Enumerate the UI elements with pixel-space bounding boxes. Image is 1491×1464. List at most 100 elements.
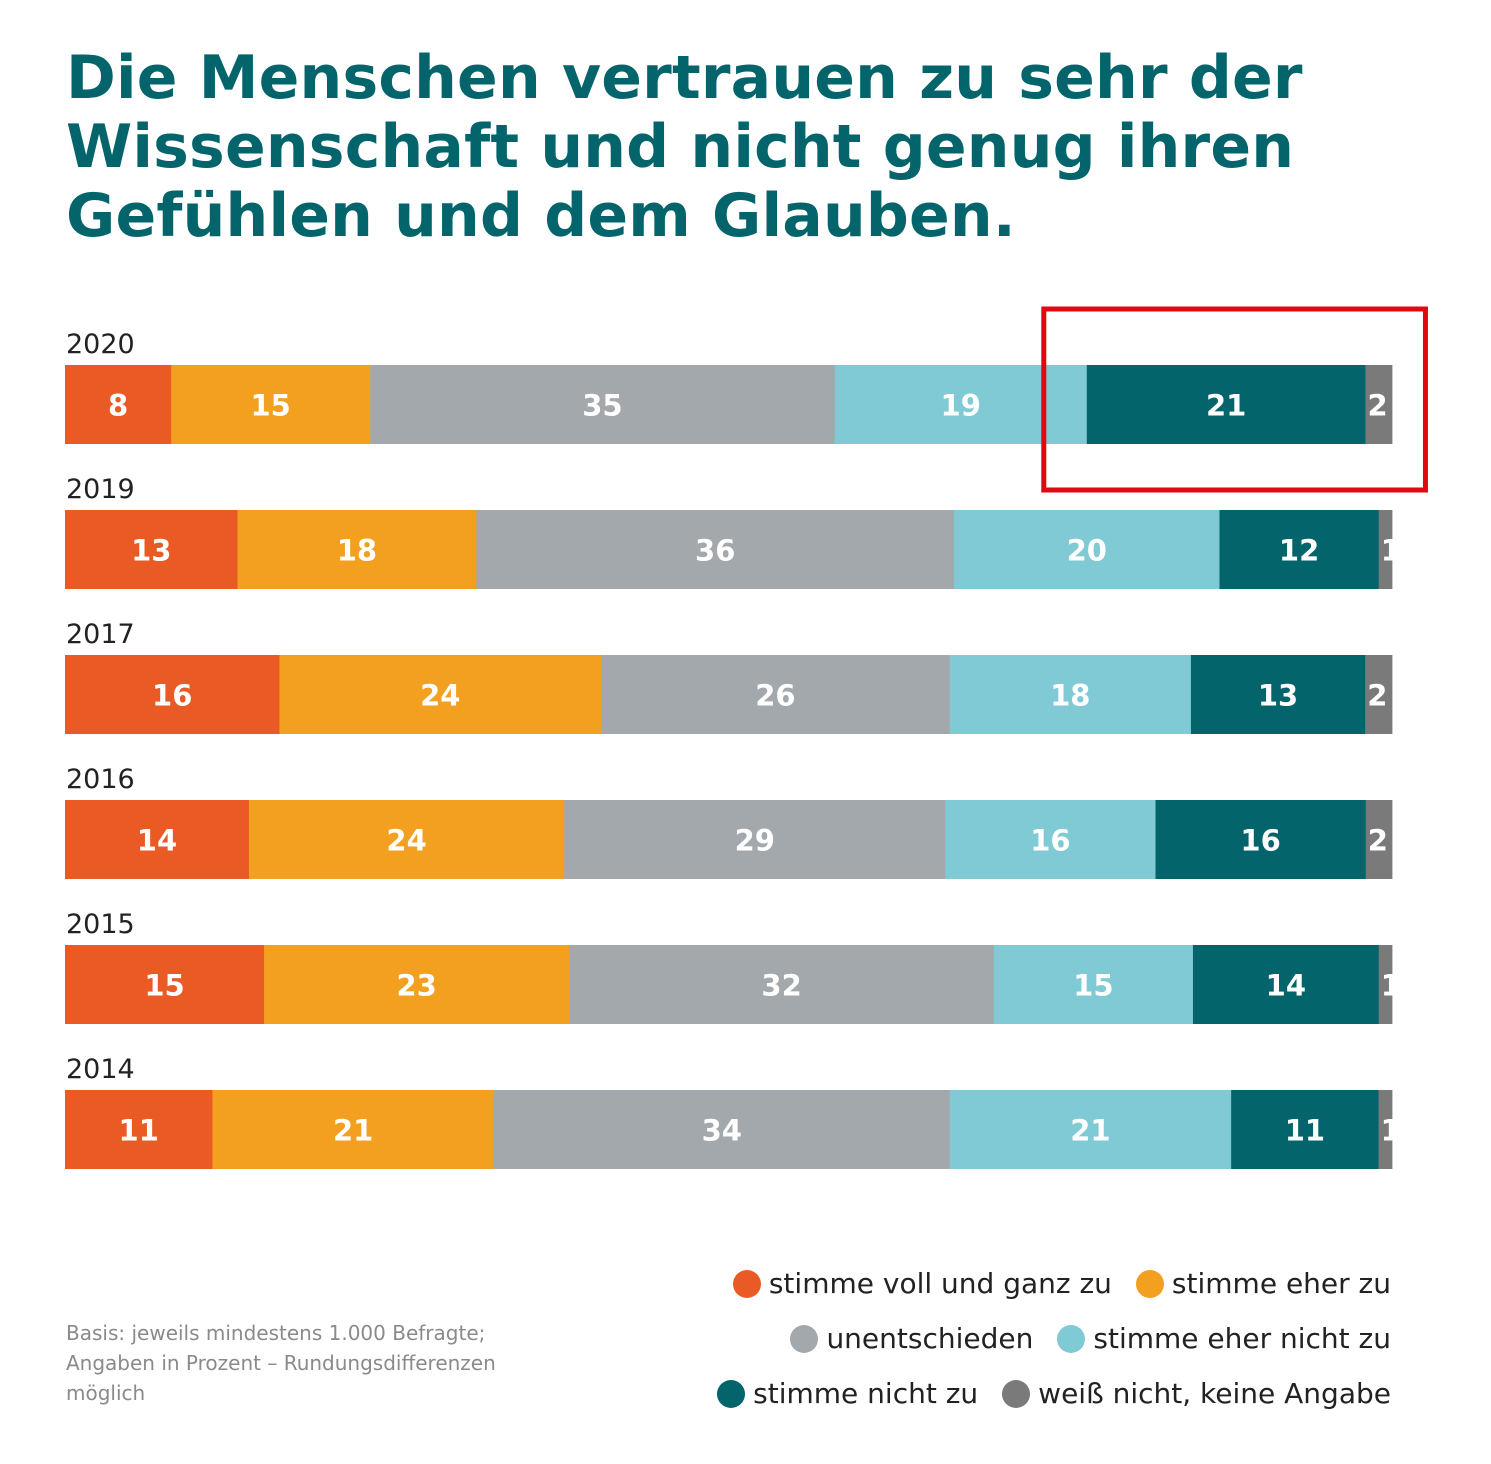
- value-label-2014-unentschieden: 34: [702, 1114, 742, 1148]
- legend-swatch-nicht: [717, 1379, 746, 1408]
- bar-2015-stimme-eher-nicht-zu: [993, 945, 1194, 1024]
- value-label-2014-stimme-eher-zu: 21: [333, 1114, 373, 1148]
- bar-2015-stimme-voll-und-ganz-zu: [65, 945, 265, 1024]
- value-label-2020-unentschieden: 35: [582, 389, 622, 423]
- highlight-box: [1041, 306, 1428, 493]
- chart-title: Die Menschen vertrauen zu sehr der Wisse…: [66, 43, 1303, 251]
- legend-item-keine-angabe: weiß nicht, keine Angabe: [1002, 1377, 1391, 1410]
- value-label-2019-stimme-voll-und-ganz-zu: 13: [131, 534, 171, 568]
- legend-swatch-eher-nicht: [1057, 1324, 1086, 1353]
- value-label-2017-stimme-nicht-zu: 13: [1258, 679, 1298, 713]
- value-label-2014-stimme-eher-nicht-zu: 21: [1070, 1114, 1110, 1148]
- legend-label-unentschieden: unentschieden: [826, 1322, 1034, 1355]
- bar-2014-stimme-eher-zu: [212, 1090, 495, 1169]
- year-label-2015: 2015: [66, 909, 135, 940]
- bar-2014-weiss-nicht-keine-angabe: [1378, 1090, 1393, 1169]
- value-label-2020-stimme-nicht-zu: 21: [1206, 389, 1246, 423]
- year-label-2017: 2017: [66, 619, 135, 650]
- title-line-1: Die Menschen vertrauen zu sehr der: [66, 43, 1303, 113]
- legend-swatch-unentschieden: [790, 1324, 819, 1353]
- value-label-2017-weiss-nicht-keine-angabe: 2: [1367, 679, 1387, 713]
- value-label-2017-stimme-voll-und-ganz-zu: 16: [152, 679, 192, 713]
- bar-2017-unentschieden: [601, 655, 951, 734]
- bar-2020-stimme-voll-und-ganz-zu: [65, 365, 172, 444]
- value-label-2015-stimme-nicht-zu: 14: [1266, 969, 1306, 1003]
- bar-2017-stimme-nicht-zu: [1190, 655, 1366, 734]
- bar-2019-stimme-nicht-zu: [1219, 510, 1380, 589]
- value-label-2020-weiss-nicht-keine-angabe: 2: [1367, 389, 1387, 423]
- title-line-2: Wissenschaft und nicht genug ihren: [66, 112, 1295, 182]
- legend-label-voll: stimme voll und ganz zu: [768, 1267, 1112, 1300]
- bar-2014-stimme-eher-nicht-zu: [949, 1090, 1232, 1169]
- legend-label-eher: stimme eher zu: [1171, 1267, 1391, 1300]
- value-label-2019-stimme-eher-nicht-zu: 20: [1067, 534, 1107, 568]
- bar-2019-stimme-voll-und-ganz-zu: [65, 510, 238, 589]
- value-label-2016-stimme-voll-und-ganz-zu: 14: [137, 824, 177, 858]
- legend-label-eher-nicht: stimme eher nicht zu: [1093, 1322, 1391, 1355]
- legend-swatch-eher: [1135, 1269, 1164, 1298]
- value-label-2020-stimme-eher-nicht-zu: 19: [941, 389, 981, 423]
- value-label-2015-unentschieden: 32: [761, 969, 801, 1003]
- year-label-2020: 2020: [66, 329, 135, 360]
- footnote-line-2: Angaben in Prozent – Rundungsdifferenzen: [66, 1351, 496, 1375]
- value-label-2015-stimme-voll-und-ganz-zu: 15: [144, 969, 184, 1003]
- bar-2019-stimme-eher-zu: [237, 510, 477, 589]
- legend-swatch-voll: [732, 1269, 761, 1298]
- bar-2020-stimme-nicht-zu: [1086, 365, 1366, 444]
- value-label-2020-stimme-eher-zu: 15: [251, 389, 291, 423]
- bar-2017-stimme-eher-zu: [279, 655, 602, 734]
- bar-2016-unentschieden: [564, 800, 946, 879]
- value-label-2019-stimme-eher-zu: 18: [337, 534, 377, 568]
- bar-2015-stimme-eher-zu: [264, 945, 570, 1024]
- value-label-2016-stimme-eher-zu: 24: [386, 824, 426, 858]
- legend: stimme voll und ganz zu stimme eher zu u…: [671, 1256, 1391, 1421]
- legend-label-keine-angabe: weiß nicht, keine Angabe: [1038, 1377, 1391, 1410]
- footnote: Basis: jeweils mindestens 1.000 Befragte…: [66, 1318, 536, 1408]
- bar-2020-weiss-nicht-keine-angabe: [1365, 365, 1393, 444]
- value-label-2017-unentschieden: 26: [755, 679, 795, 713]
- legend-item-eher: stimme eher zu: [1135, 1267, 1391, 1300]
- bar-2015-stimme-nicht-zu: [1192, 945, 1380, 1024]
- title-line-3: Gefühlen und dem Glauben.: [66, 181, 1016, 251]
- legend-item-unentschieden: unentschieden: [790, 1322, 1033, 1355]
- bar-2015-weiss-nicht-keine-angabe: [1378, 945, 1393, 1024]
- value-label-2016-unentschieden: 29: [735, 824, 775, 858]
- value-label-2016-stimme-eher-nicht-zu: 16: [1030, 824, 1070, 858]
- bar-2017-stimme-voll-und-ganz-zu: [65, 655, 280, 734]
- value-label-2016-weiss-nicht-keine-angabe: 2: [1368, 824, 1388, 858]
- legend-row-1: stimme voll und ganz zu stimme eher zu: [671, 1256, 1391, 1311]
- bar-2015-unentschieden: [569, 945, 995, 1024]
- value-label-2015-stimme-eher-zu: 23: [396, 969, 436, 1003]
- value-label-2014-stimme-voll-und-ganz-zu: 11: [119, 1114, 159, 1148]
- bar-2014-unentschieden: [493, 1090, 951, 1169]
- bar-2016-stimme-eher-zu: [248, 800, 565, 879]
- legend-swatch-keine-angabe: [1002, 1379, 1031, 1408]
- value-label-2020-stimme-voll-und-ganz-zu: 8: [108, 389, 128, 423]
- value-label-2015-stimme-eher-nicht-zu: 15: [1073, 969, 1113, 1003]
- year-label-2016: 2016: [66, 764, 135, 795]
- bar-2014-stimme-nicht-zu: [1231, 1090, 1379, 1169]
- legend-label-nicht: stimme nicht zu: [753, 1377, 979, 1410]
- bar-2016-stimme-voll-und-ganz-zu: [65, 800, 250, 879]
- value-label-2017-stimme-eher-nicht-zu: 18: [1050, 679, 1090, 713]
- legend-item-nicht: stimme nicht zu: [717, 1377, 978, 1410]
- year-label-2014: 2014: [66, 1054, 135, 1085]
- value-label-2014-weiss-nicht-keine-angabe: 1: [1381, 1114, 1401, 1148]
- legend-row-3: stimme nicht zu weiß nicht, keine Angabe: [671, 1366, 1391, 1421]
- bar-2020-unentschieden: [370, 365, 836, 444]
- bar-2020-stimme-eher-zu: [171, 365, 371, 444]
- value-label-2015-weiss-nicht-keine-angabe: 1: [1381, 969, 1401, 1003]
- bar-2016-stimme-eher-nicht-zu: [945, 800, 1156, 879]
- footnote-line-3: möglich: [66, 1381, 146, 1405]
- bar-2017-stimme-eher-nicht-zu: [949, 655, 1192, 734]
- bar-2019-weiss-nicht-keine-angabe: [1378, 510, 1393, 589]
- value-label-2017-stimme-eher-zu: 24: [420, 679, 460, 713]
- legend-row-2: unentschieden stimme eher nicht zu: [671, 1311, 1391, 1366]
- value-label-2016-stimme-nicht-zu: 16: [1240, 824, 1280, 858]
- legend-item-eher-nicht: stimme eher nicht zu: [1057, 1322, 1391, 1355]
- legend-item-voll: stimme voll und ganz zu: [732, 1267, 1112, 1300]
- value-label-2019-stimme-nicht-zu: 12: [1279, 534, 1319, 568]
- bar-2014-stimme-voll-und-ganz-zu: [65, 1090, 213, 1169]
- bar-2019-stimme-eher-nicht-zu: [954, 510, 1220, 589]
